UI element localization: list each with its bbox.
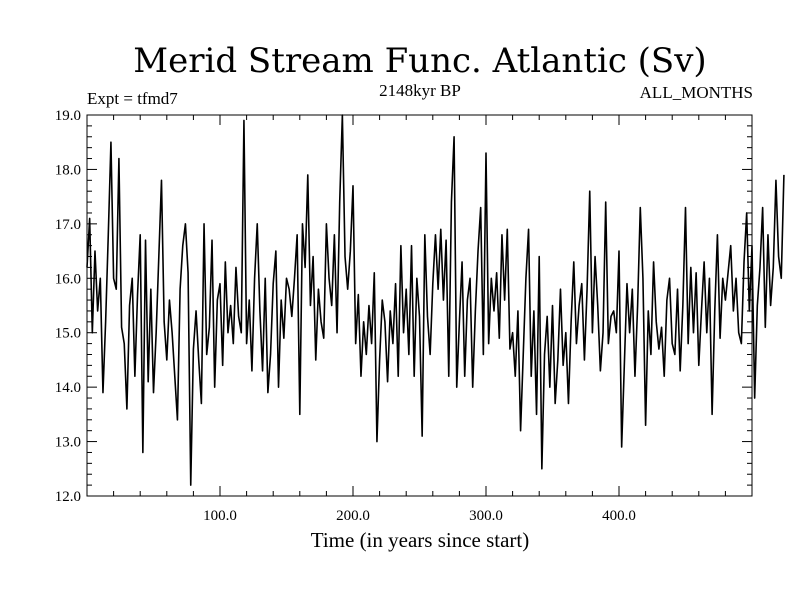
x-axis-tick-labels: 100.0 200.0 300.0 400.0	[203, 508, 636, 524]
months-label: ALL_MONTHS	[640, 83, 753, 102]
y-tick-label: 13.0	[55, 435, 81, 451]
x-tick-label: 400.0	[602, 508, 636, 524]
y-tick-label: 15.0	[55, 326, 81, 342]
y-tick-label: 12.0	[55, 489, 81, 505]
x-axis-label: Time (in years since start)	[311, 528, 530, 552]
y-tick-label: 18.0	[55, 162, 81, 178]
y-tick-label: 14.0	[55, 380, 81, 396]
x-tick-label: 300.0	[469, 508, 503, 524]
experiment-label: Expt = tfmd7	[87, 89, 178, 108]
period-label: 2148kyr BP	[379, 81, 461, 100]
x-tick-label: 100.0	[203, 508, 237, 524]
chart-title: Merid Stream Func. Atlantic (Sv)	[133, 41, 706, 81]
y-tick-label: 16.0	[55, 271, 81, 287]
data-series-line	[86, 114, 785, 486]
x-tick-label: 200.0	[336, 508, 370, 524]
y-axis-tick-labels: 12.0 13.0 14.0 15.0 16.0 17.0 18.0 19.0	[55, 108, 81, 505]
axis-ticks	[87, 114, 752, 497]
y-tick-label: 17.0	[55, 217, 81, 233]
y-tick-label: 19.0	[55, 108, 81, 124]
plot-frame	[86, 114, 753, 497]
